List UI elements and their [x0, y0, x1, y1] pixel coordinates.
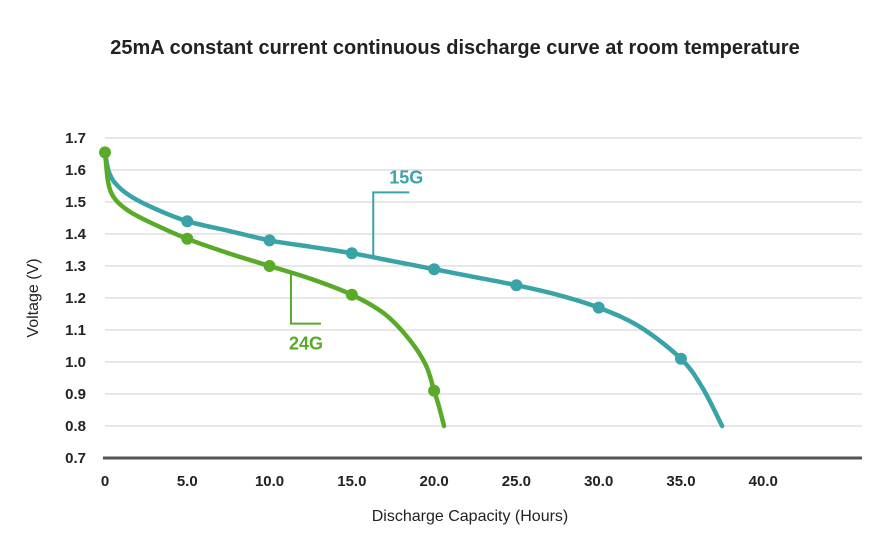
y-tick-label: 1.7: [65, 130, 86, 147]
y-tick-label: 1.2: [65, 290, 86, 307]
x-tick-label: 35.0: [666, 473, 695, 490]
data-point: [510, 279, 523, 292]
data-point: [181, 215, 194, 228]
x-tick-label: 40.0: [749, 473, 778, 490]
data-point: [428, 384, 441, 397]
series-15g: [102, 148, 725, 429]
x-tick-label: 10.0: [255, 473, 284, 490]
y-tick-label: 1.5: [65, 194, 86, 211]
series-24g: [99, 146, 447, 429]
data-point: [345, 247, 358, 260]
series-15g-leader: [372, 191, 410, 258]
data-point: [263, 234, 276, 247]
x-axis-label: Discharge Capacity (Hours): [372, 508, 569, 525]
data-point: [99, 146, 111, 159]
series-24g-leader: [289, 270, 321, 325]
grid-lines: [105, 137, 862, 427]
x-tick-label: 5.0: [177, 473, 198, 490]
data-point: [181, 232, 194, 245]
y-tick-labels: 1.7 1.6 1.5 1.4 1.3 1.2 1.1 1.0 0.9 0.8 0.7: [65, 130, 87, 467]
y-tick-label: 1.6: [65, 162, 86, 179]
chart-title: 25mA constant current continuous dischar…: [110, 37, 799, 59]
y-tick-label: 1.3: [65, 258, 86, 275]
series-24g-label: 24G: [289, 334, 323, 354]
series-layer: [99, 146, 725, 429]
data-point: [428, 263, 441, 276]
x-tick-label: 20.0: [420, 473, 449, 490]
x-tick-label: 25.0: [502, 473, 531, 490]
series-15g-line: [102, 148, 725, 429]
data-point: [263, 260, 276, 272]
x-tick-labels: 0 5.0 10.0 15.0 20.0 25.0 30.0 35.0 40.0: [101, 473, 778, 490]
x-tick-label: 15.0: [337, 473, 366, 490]
x-tick-label: 0: [101, 473, 109, 490]
series-15g-label: 15G: [389, 167, 423, 187]
y-tick-label: 0.7: [65, 450, 86, 467]
y-tick-label: 0.8: [65, 418, 86, 435]
data-point: [592, 301, 605, 314]
y-tick-label: 1.4: [65, 226, 87, 243]
y-tick-label: 1.1: [65, 322, 86, 339]
y-tick-label: 1.0: [65, 354, 86, 371]
data-point: [674, 352, 687, 365]
data-point: [345, 288, 358, 301]
series-labels: 15G 24G: [289, 167, 423, 353]
y-axis-label: Voltage (V): [25, 258, 42, 337]
y-tick-label: 0.9: [65, 386, 86, 403]
x-tick-label: 30.0: [584, 473, 613, 490]
